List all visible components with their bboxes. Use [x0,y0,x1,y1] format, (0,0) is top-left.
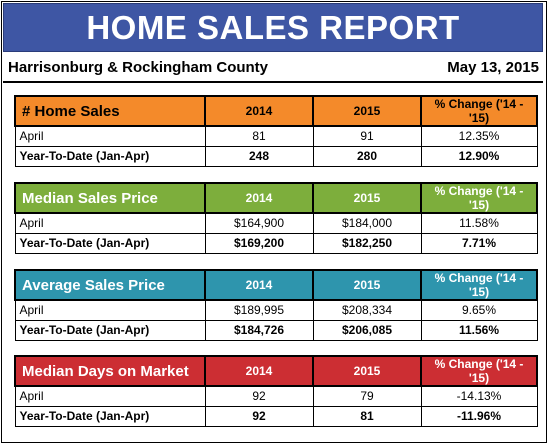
table-row: April 81 91 12.35% [14,125,538,147]
value-change: 9.65% [420,299,538,321]
col-2014: 2014 [204,355,314,387]
col-change: % Change ('14 - '15) [420,269,538,301]
report-title: HOME SALES REPORT [3,3,543,52]
home-sales-table: # Home Sales 2014 2015 % Change ('14 - '… [14,95,538,167]
row-label: Year-To-Date (Jan-Apr) [14,319,206,341]
value-change: 11.58% [420,212,538,234]
col-2014: 2014 [204,182,314,214]
average-sales-price-table: Average Sales Price 2014 2015 % Change (… [14,269,538,341]
report-location: Harrisonburg & Rockingham County [8,59,269,76]
table-header-row: Average Sales Price 2014 2015 % Change (… [14,269,538,301]
value-2015: 280 [312,145,422,167]
table-row: Year-To-Date (Jan-Apr) 92 81 -11.96% [14,405,538,427]
table-row: April $164,900 $184,000 11.58% [14,212,538,234]
section-title: Average Sales Price [14,269,206,301]
median-sales-price-table: Median Sales Price 2014 2015 % Change ('… [14,182,538,254]
section-title: Median Days on Market [14,355,206,387]
col-2015: 2015 [312,182,422,214]
value-change: -11.96% [420,405,538,427]
table-row: April 92 79 -14.13% [14,385,538,407]
row-label: April [14,125,206,147]
report-date: May 13, 2015 [447,59,539,76]
section-title: # Home Sales [14,95,206,127]
value-change: 11.56% [420,319,538,341]
value-2014: $169,200 [204,232,314,254]
col-2015: 2015 [312,95,422,127]
row-label: April [14,385,206,407]
row-label: April [14,299,206,321]
value-2015: 79 [312,385,422,407]
value-change: -14.13% [420,385,538,407]
row-label: Year-To-Date (Jan-Apr) [14,145,206,167]
report-subheader: Harrisonburg & Rockingham County May 13,… [3,55,543,83]
header-divider [3,81,543,83]
table-row: Year-To-Date (Jan-Apr) $169,200 $182,250… [14,232,538,254]
col-change: % Change ('14 - '15) [420,182,538,214]
value-2014: 248 [204,145,314,167]
row-label: April [14,212,206,234]
value-2015: $184,000 [312,212,422,234]
col-2015: 2015 [312,355,422,387]
table-header-row: Median Days on Market 2014 2015 % Change… [14,355,538,387]
value-2015: 91 [312,125,422,147]
value-2014: 92 [204,385,314,407]
row-label: Year-To-Date (Jan-Apr) [14,232,206,254]
value-change: 7.71% [420,232,538,254]
value-2015: 81 [312,405,422,427]
value-2014: $189,995 [204,299,314,321]
row-label: Year-To-Date (Jan-Apr) [14,405,206,427]
value-2014: 81 [204,125,314,147]
table-header-row: # Home Sales 2014 2015 % Change ('14 - '… [14,95,538,127]
table-row: Year-To-Date (Jan-Apr) 248 280 12.90% [14,145,538,167]
col-2015: 2015 [312,269,422,301]
col-change: % Change ('14 - '15) [420,95,538,127]
table-header-row: Median Sales Price 2014 2015 % Change ('… [14,182,538,214]
value-2014: $184,726 [204,319,314,341]
value-2015: $182,250 [312,232,422,254]
col-2014: 2014 [204,95,314,127]
value-2015: $208,334 [312,299,422,321]
col-change: % Change ('14 - '15) [420,355,538,387]
value-2014: $164,900 [204,212,314,234]
value-change: 12.35% [420,125,538,147]
col-2014: 2014 [204,269,314,301]
table-row: April $189,995 $208,334 9.65% [14,299,538,321]
value-2014: 92 [204,405,314,427]
value-2015: $206,085 [312,319,422,341]
table-row: Year-To-Date (Jan-Apr) $184,726 $206,085… [14,319,538,341]
section-title: Median Sales Price [14,182,206,214]
median-days-on-market-table: Median Days on Market 2014 2015 % Change… [14,355,538,427]
value-change: 12.90% [420,145,538,167]
